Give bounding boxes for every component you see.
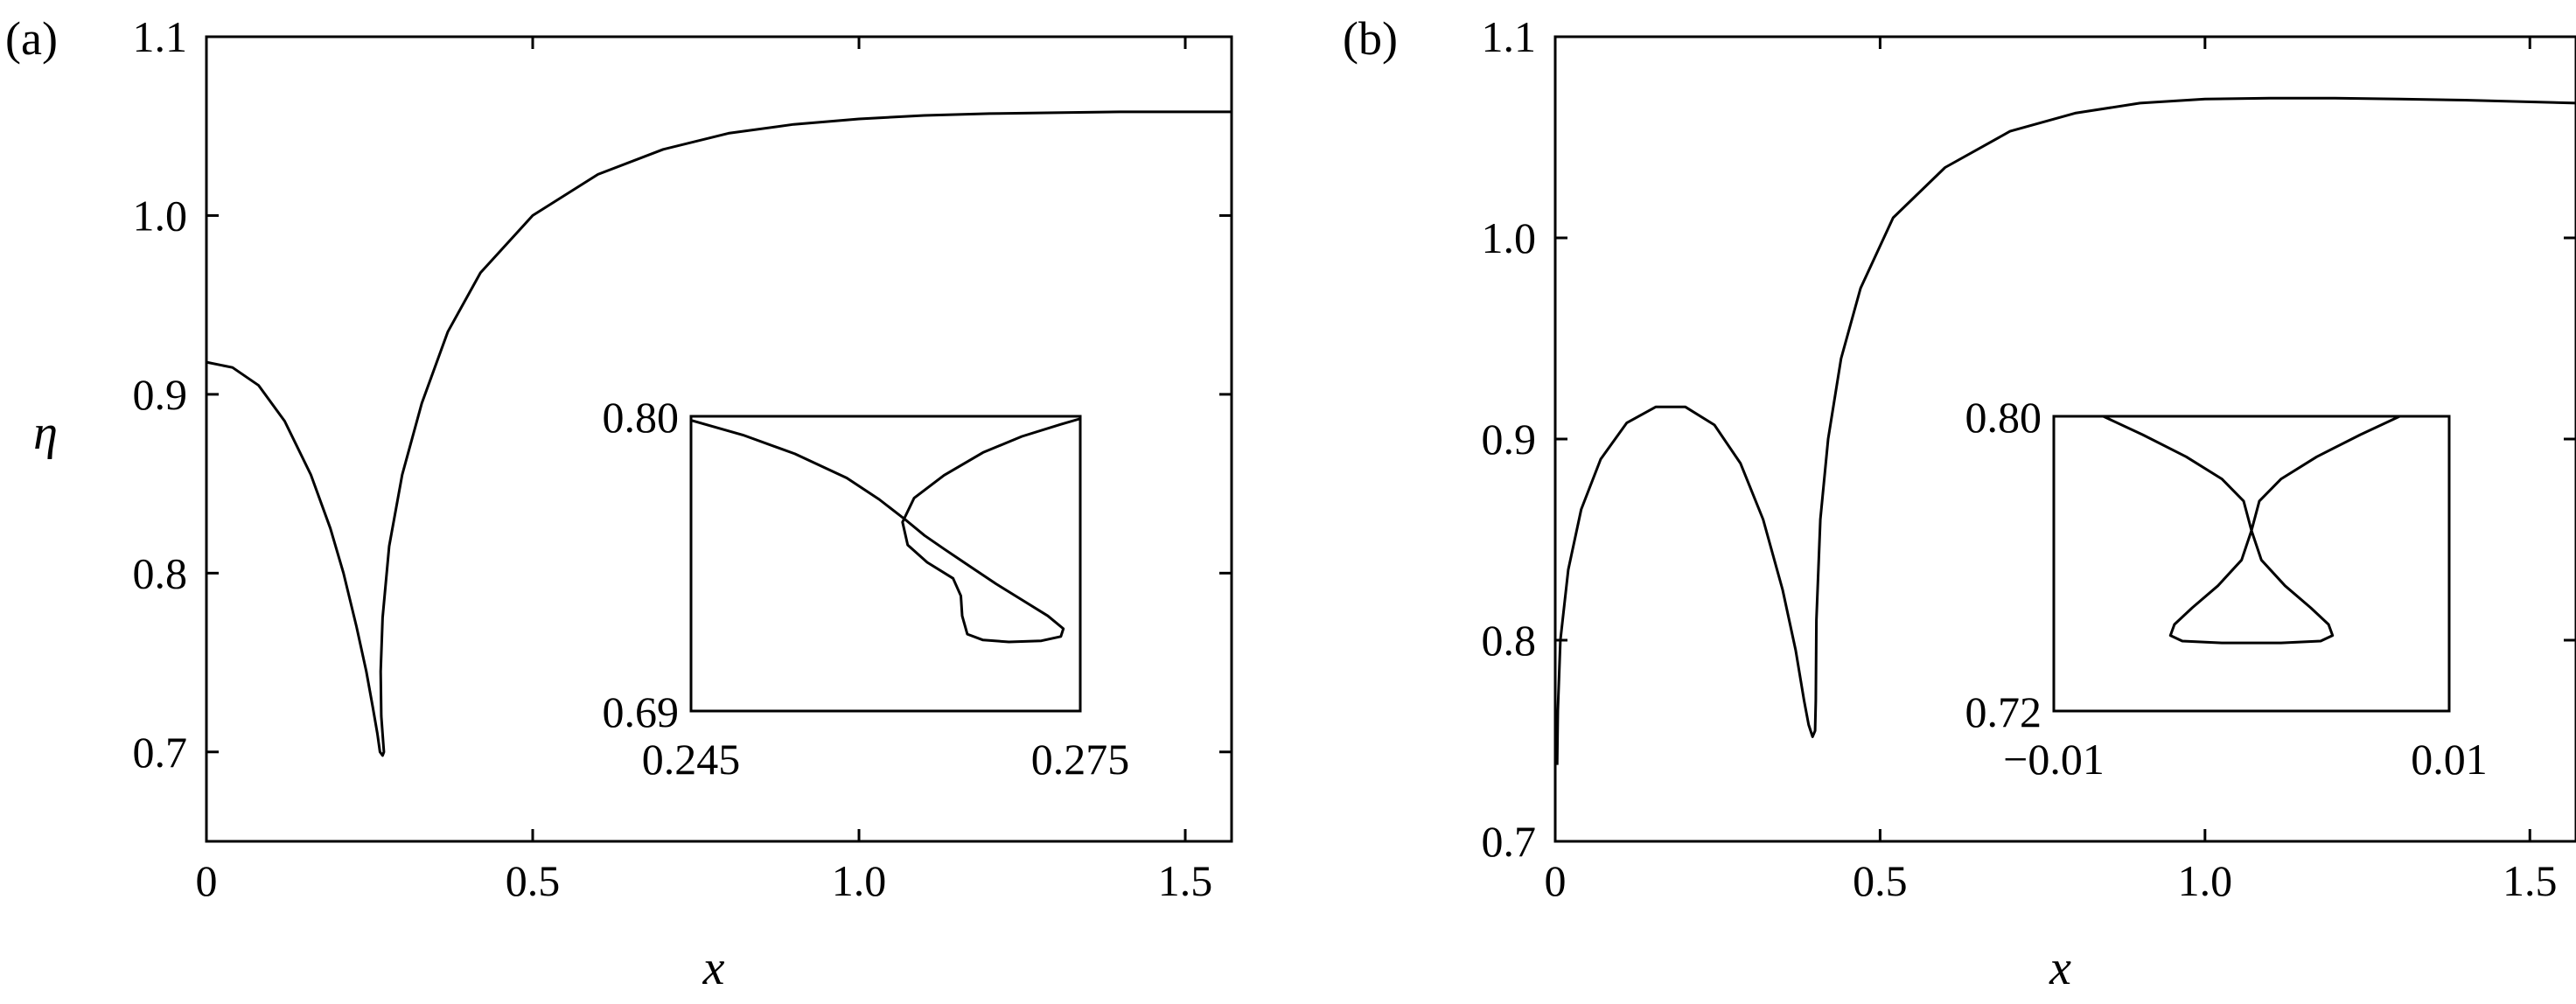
inset-y-tick-label: 0.80 xyxy=(603,393,680,442)
x-tick-label: 0 xyxy=(1545,856,1567,905)
panel-label: (b) xyxy=(1343,12,1398,65)
y-axis-label: η xyxy=(33,406,58,460)
x-tick-label: 0.5 xyxy=(506,856,561,905)
series-line xyxy=(206,110,1232,757)
x-tick-label: 0.5 xyxy=(1853,856,1908,905)
x-axis-label: x xyxy=(2049,941,2071,995)
x-tick-label: 1.5 xyxy=(2503,856,2558,905)
y-tick-label: 1.0 xyxy=(133,191,188,240)
y-tick-label: 0.7 xyxy=(133,728,188,777)
inset-x-tick-label: 0.275 xyxy=(1031,735,1130,784)
inset-frame xyxy=(2052,415,2451,713)
y-tick-label: 0.9 xyxy=(133,370,188,419)
inset-frame xyxy=(689,415,1082,713)
x-tick-label: 1.0 xyxy=(832,856,887,905)
plot-frame xyxy=(205,35,1233,843)
y-tick-label: 0.7 xyxy=(1482,817,1537,866)
panel-a: 0 0.5 1.0 1.50.70.80.91.01.1(a)xη 0.800.690.… xyxy=(5,12,1233,995)
panel-b: 0 0.5 1.0 1.5 0.7 0.8 0.9 1.0 1.1 (b) x 0.80 0.72−0.… xyxy=(1343,12,2576,995)
x-tick-label: 0 xyxy=(196,856,218,905)
x-tick-label: 1.0 xyxy=(2178,856,2233,905)
x-axis-label: x xyxy=(702,941,725,995)
y-tick-label: 0.9 xyxy=(1482,415,1537,464)
y-tick-label: 1.1 xyxy=(133,12,188,61)
inset-y-tick-label: 0.72 xyxy=(1965,687,2042,736)
inset-series-line xyxy=(691,417,1080,644)
inset-x-tick-label: 0.01 xyxy=(2411,735,2488,784)
series-line xyxy=(1555,96,2576,765)
inset-x-tick-label: 0.245 xyxy=(642,735,741,784)
y-tick-label: 0.8 xyxy=(1482,616,1537,665)
panel-label: (a) xyxy=(5,12,58,65)
inset-series-line xyxy=(2102,416,2401,645)
y-tick-label: 1.1 xyxy=(1482,12,1537,61)
inset-y-tick-label: 0.80 xyxy=(1965,393,2042,442)
inset-y-tick-label: 0.69 xyxy=(603,687,680,736)
inset: 0.80 0.72−0.01 0.01 xyxy=(1965,393,2488,784)
y-tick-label: 1.0 xyxy=(1482,213,1537,262)
inset: 0.80 0.690.245 0.275 xyxy=(603,393,1130,784)
x-tick-label: 1.5 xyxy=(1158,856,1213,905)
y-tick-label: 0.8 xyxy=(133,548,188,597)
inset-x-tick-label: −0.01 xyxy=(2003,735,2105,784)
